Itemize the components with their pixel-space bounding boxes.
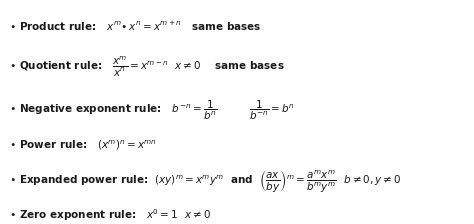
Text: $\bullet$ Quotient rule:   $\dfrac{x^{m}}{x^{n}} = x^{m-n}$  $x\neq 0$    same b: $\bullet$ Quotient rule: $\dfrac{x^{m}}{… [9,55,285,79]
Text: $\bullet$ Expanded power rule:  $(xy)^{m} = x^{m}y^{m}$  and  $\left(\dfrac{ax}{: $\bullet$ Expanded power rule: $(xy)^{m}… [9,168,402,195]
Text: $\bullet$ Negative exponent rule:   $b^{-n} = \dfrac{1}{b^{n}}$         $\dfrac{: $\bullet$ Negative exponent rule: $b^{-n… [9,98,295,122]
Text: $\bullet$ Product rule:   $x^{m} {\bullet}\, x^{n} = x^{m+n}$   same bases: $\bullet$ Product rule: $x^{m} {\bullet}… [9,20,262,33]
Text: $\bullet$ Zero exponent rule:   $x^{0} = 1$  $x\neq 0$: $\bullet$ Zero exponent rule: $x^{0} = 1… [9,207,211,223]
Text: $\bullet$ Power rule:   $\left(x^{m}\right)^{n} = x^{mn}$: $\bullet$ Power rule: $\left(x^{m}\right… [9,139,157,152]
